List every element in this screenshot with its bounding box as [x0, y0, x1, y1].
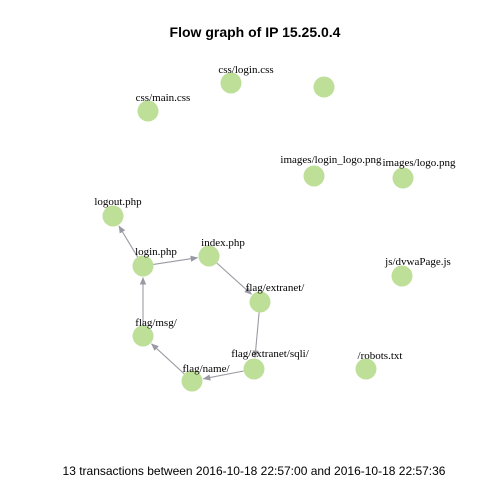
graph-title: Flow graph of IP 15.25.0.4 [170, 24, 341, 40]
graph-caption: 13 transactions between 2016-10-18 22:57… [63, 464, 446, 478]
node-robots [355, 358, 377, 380]
node-images-login-logo [303, 165, 325, 187]
node-flag-extranet-sqli [243, 358, 265, 380]
node-label-css-main: css/main.css [136, 92, 191, 104]
edge-login-to-index [153, 255, 199, 265]
edge-index-to-flag-extranet [216, 262, 252, 295]
node-label-css-login: css/login.css [218, 64, 273, 76]
node-layer [102, 72, 414, 392]
node-label-images-login-logo: images/login_logo.png [280, 154, 382, 166]
edge-flag-name-to-flag-msg [151, 343, 185, 375]
node-logout [102, 205, 124, 227]
node-login [132, 255, 154, 277]
node-dvwa-js [391, 265, 413, 287]
edge-login-to-logout [118, 225, 139, 258]
node-label-flag-name: flag/name/ [182, 363, 230, 375]
node-css-login [220, 72, 242, 94]
edge-flag-extranet-to-flag-extranet-sqli [252, 312, 260, 358]
node-images-logo [392, 167, 414, 189]
edge-flag-extranet-sqli-to-flag-name [202, 370, 244, 381]
node-label-logout: logout.php [94, 196, 142, 208]
node-flag-extranet [249, 291, 271, 313]
node-flag-msg [132, 325, 154, 347]
node-label-robots: /robots.txt [358, 350, 403, 362]
node-label-dvwa-js: js/dvwaPage.js [384, 256, 451, 268]
node-label-login: login.php [135, 246, 177, 258]
node-label-flag-msg: flag/msg/ [135, 317, 177, 329]
node-label-images-logo: images/logo.png [382, 157, 456, 169]
node-label-index: index.php [201, 237, 245, 249]
node-label-flag-extranet-sqli: flag/extranet/sqli/ [231, 348, 310, 360]
node-index [198, 245, 220, 267]
label-layer: css/login.css css/main.css images/login_lo… [94, 64, 456, 375]
node-unlabeled [313, 76, 335, 98]
node-label-flag-extranet: flag/extranet/ [246, 282, 306, 294]
node-css-main [137, 100, 159, 122]
node-flag-name [181, 370, 203, 392]
edge-layer [118, 225, 260, 381]
